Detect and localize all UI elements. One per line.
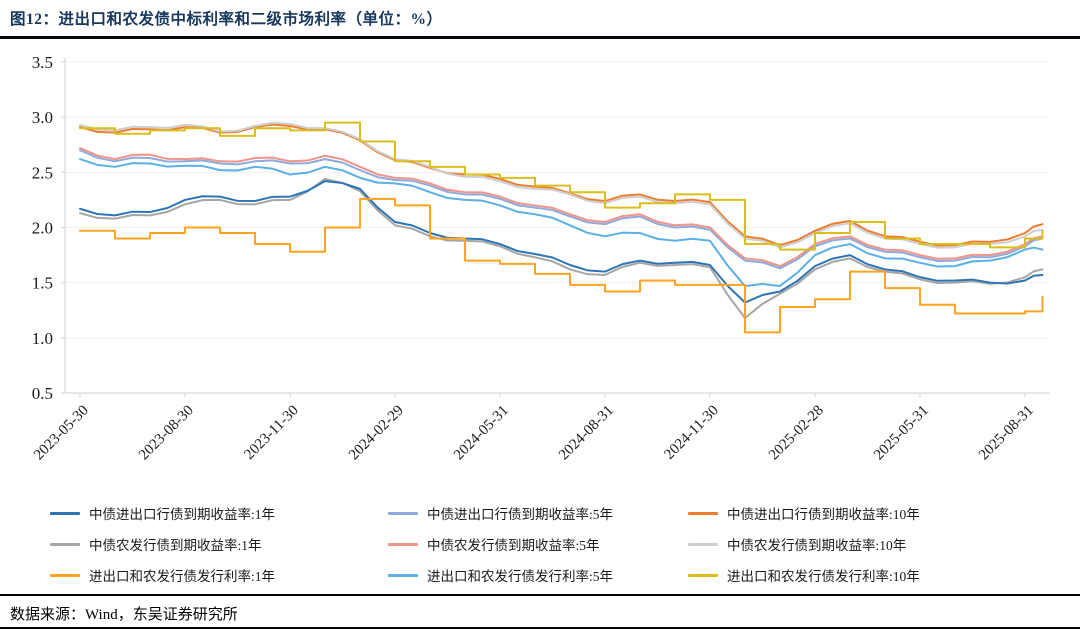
svg-text:2025-05-31: 2025-05-31 bbox=[871, 403, 932, 464]
legend-label: 中债农发行债到期收益率:10年 bbox=[727, 538, 907, 553]
series-line-2 bbox=[79, 123, 1044, 247]
legend-label: 中债进出口行债到期收益率:1年 bbox=[89, 507, 276, 522]
svg-text:2024-11-30: 2024-11-30 bbox=[661, 403, 721, 463]
svg-text:3.5: 3.5 bbox=[32, 53, 53, 72]
legend-line-swatch bbox=[50, 542, 80, 546]
svg-text:1.0: 1.0 bbox=[32, 329, 53, 348]
legend-line-swatch bbox=[50, 511, 80, 515]
legend-item-4: 中债农发行债到期收益率:5年 bbox=[388, 534, 688, 554]
legend-item-6: 进出口和农发行债发行利率:1年 bbox=[50, 565, 388, 585]
series-line-4 bbox=[79, 147, 1044, 268]
series-line-0 bbox=[79, 180, 1044, 304]
svg-text:2025-02-28: 2025-02-28 bbox=[766, 403, 827, 464]
svg-text:2024-05-31: 2024-05-31 bbox=[451, 403, 512, 464]
legend-item-7: 进出口和农发行债发行利率:5年 bbox=[388, 565, 688, 585]
legend-label: 进出口和农发行债发行利率:10年 bbox=[727, 569, 920, 584]
svg-text:2.0: 2.0 bbox=[32, 219, 53, 238]
series-line-6 bbox=[79, 197, 1044, 334]
legend-label: 进出口和农发行债发行利率:1年 bbox=[89, 569, 276, 584]
svg-text:1.5: 1.5 bbox=[32, 274, 53, 293]
legend-label: 中债进出口行债到期收益率:10年 bbox=[727, 507, 920, 522]
legend-line-swatch bbox=[388, 511, 418, 515]
svg-text:2023-05-30: 2023-05-30 bbox=[31, 403, 92, 464]
svg-text:0.5: 0.5 bbox=[32, 384, 53, 403]
svg-text:2025-08-31: 2025-08-31 bbox=[976, 403, 1037, 464]
legend-item-5: 中债农发行债到期收益率:10年 bbox=[688, 534, 1080, 554]
chart-legend: 中债进出口行债到期收益率:1年 中债进出口行债到期收益率:5年 中债进出口行债到期收… bbox=[0, 503, 1080, 585]
legend-item-1: 中债进出口行债到期收益率:5年 bbox=[388, 503, 688, 523]
legend-line-swatch bbox=[688, 511, 718, 515]
legend-line-swatch bbox=[50, 573, 80, 577]
legend-line-swatch bbox=[688, 542, 718, 546]
bottom-divider-line bbox=[0, 626, 1080, 629]
series-line-7 bbox=[79, 158, 1044, 287]
figure-title: 图12：进出口和农发债中标利率和二级市场利率（单位：%） bbox=[10, 11, 443, 28]
legend-line-swatch bbox=[388, 542, 418, 546]
svg-text:2023-08-30: 2023-08-30 bbox=[136, 403, 197, 464]
legend-item-2: 中债进出口行债到期收益率:10年 bbox=[688, 503, 1080, 523]
svg-text:2023-11-30: 2023-11-30 bbox=[241, 403, 301, 463]
svg-text:2024-02-29: 2024-02-29 bbox=[346, 403, 407, 464]
axes bbox=[61, 58, 1050, 397]
legend-item-3: 中债农发行债到期收益率:1年 bbox=[50, 534, 388, 554]
series-line-8 bbox=[79, 121, 1044, 251]
legend-label: 中债农发行债到期收益率:1年 bbox=[89, 538, 262, 553]
legend-item-8: 进出口和农发行债发行利率:10年 bbox=[688, 565, 1080, 585]
svg-text:2.5: 2.5 bbox=[32, 163, 53, 182]
legend-label: 中债农发行债到期收益率:5年 bbox=[427, 538, 600, 553]
series-line-3 bbox=[79, 177, 1044, 319]
x-axis-labels: 2023-05-30 2023-08-30 2023-11-30 2024-02-29… bbox=[31, 403, 1037, 464]
legend-label: 进出口和农发行债发行利率:5年 bbox=[427, 569, 614, 584]
y-axis-labels: 3.5 3.0 2.5 2.0 1.5 1.0 0.5 bbox=[32, 53, 53, 403]
legend-line-swatch bbox=[388, 573, 418, 577]
svg-text:3.0: 3.0 bbox=[32, 108, 53, 127]
legend-line-swatch bbox=[688, 573, 718, 577]
series-line-1 bbox=[79, 149, 1044, 270]
figure-footer: 数据来源：Wind，东吴证券研究所 bbox=[0, 594, 1080, 624]
data-source-text: 数据来源：Wind，东吴证券研究所 bbox=[10, 607, 238, 623]
legend-item-0: 中债进出口行债到期收益率:1年 bbox=[50, 503, 388, 523]
legend-label: 中债进出口行债到期收益率:5年 bbox=[427, 507, 614, 522]
svg-text:2024-08-31: 2024-08-31 bbox=[556, 403, 617, 464]
title-divider-line bbox=[0, 36, 1080, 39]
